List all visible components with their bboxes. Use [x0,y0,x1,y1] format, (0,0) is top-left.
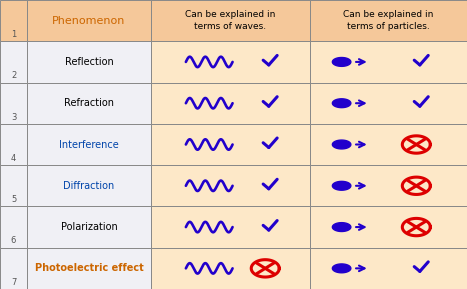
Bar [151,83,310,124]
Polygon shape [333,181,351,190]
Bar [310,165,467,206]
Polygon shape [333,140,351,149]
Bar [0,206,27,248]
Polygon shape [333,264,351,273]
Bar [27,83,151,124]
Bar [0,248,27,289]
Bar [310,248,467,289]
Bar [0,83,27,124]
Text: Diffraction: Diffraction [64,181,114,191]
Text: Refraction: Refraction [64,98,114,108]
Text: Polarization: Polarization [61,222,117,232]
Text: Can be explained in
terms of waves.: Can be explained in terms of waves. [185,10,276,31]
Bar [27,124,151,165]
Bar [310,83,467,124]
Text: Phenomenon: Phenomenon [52,16,126,26]
Bar [27,41,151,83]
Text: 7: 7 [11,278,16,287]
Polygon shape [333,58,351,66]
Bar [0,124,27,165]
Bar [151,0,310,41]
Bar [0,41,27,83]
Bar [27,165,151,206]
Bar [27,0,151,41]
Bar [27,206,151,248]
Bar [151,248,310,289]
Bar [151,124,310,165]
Bar [0,165,27,206]
Text: 4: 4 [11,154,16,163]
Text: Interference: Interference [59,140,119,149]
Text: 6: 6 [11,236,16,245]
Text: 3: 3 [11,112,16,122]
Bar [310,124,467,165]
Text: 1: 1 [11,30,16,39]
Bar [0,0,27,41]
Bar [151,165,310,206]
Text: Photoelectric effect: Photoelectric effect [35,263,143,273]
Bar [310,0,467,41]
Bar [27,248,151,289]
Bar [151,41,310,83]
Bar [151,206,310,248]
Bar [310,206,467,248]
Text: 5: 5 [11,195,16,204]
Polygon shape [333,223,351,231]
Text: 2: 2 [11,71,16,80]
Text: Can be explained in
terms of particles.: Can be explained in terms of particles. [343,10,433,31]
Text: Reflection: Reflection [64,57,113,67]
Polygon shape [333,99,351,108]
Bar [310,41,467,83]
